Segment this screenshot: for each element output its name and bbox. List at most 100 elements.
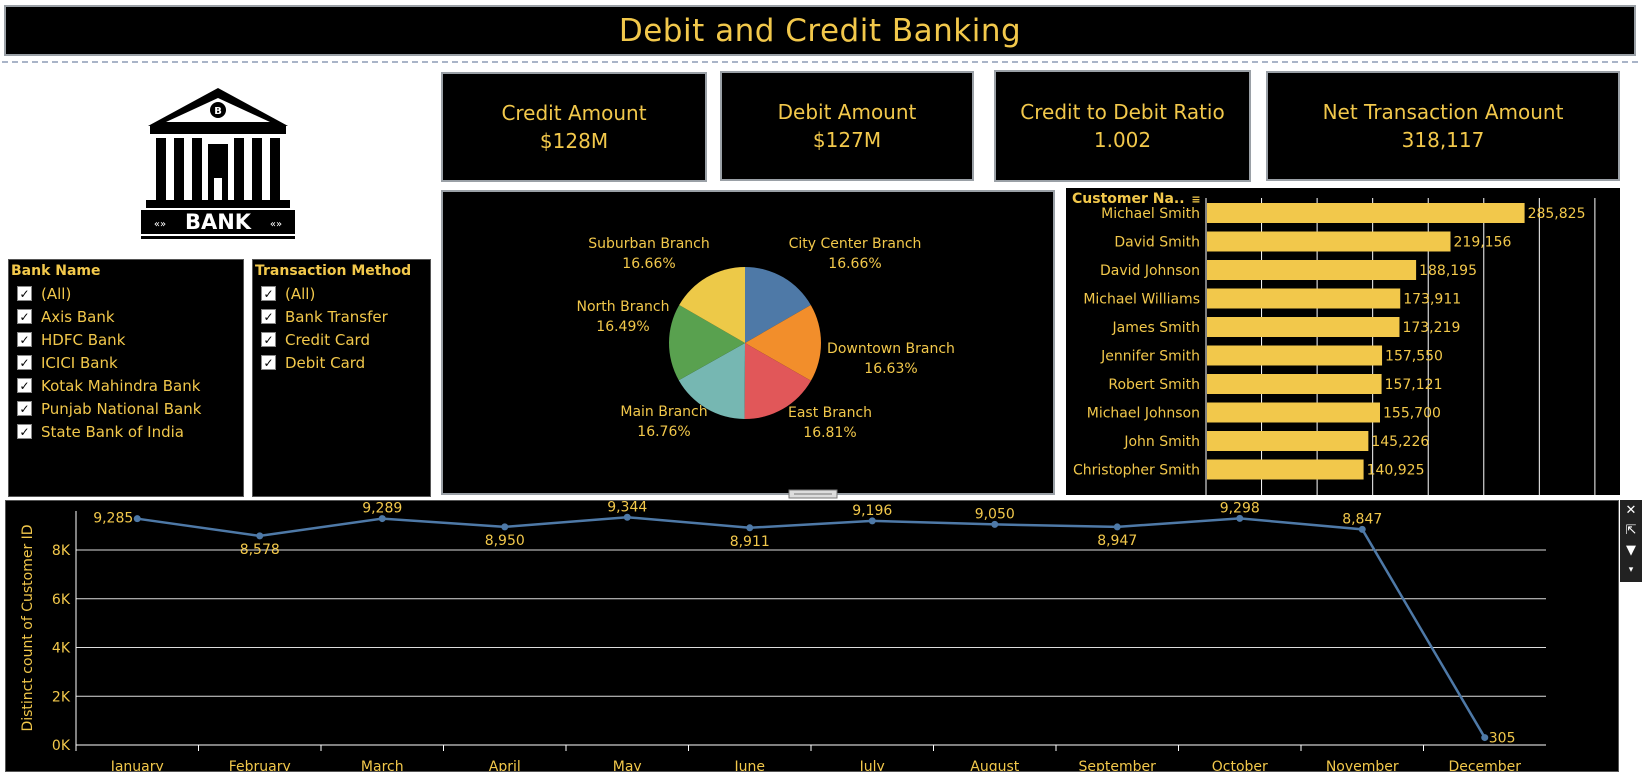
bank-filter-option[interactable]: ✓ Axis Bank xyxy=(9,305,243,328)
customer-bar[interactable] xyxy=(1207,317,1400,337)
close-icon[interactable]: ✕ xyxy=(1625,502,1637,518)
line-value-label: 8,578 xyxy=(240,542,280,558)
pie-slice[interactable] xyxy=(679,267,745,343)
bank-filter-option[interactable]: ✓ HDFC Bank xyxy=(9,328,243,351)
line-point[interactable] xyxy=(991,520,999,528)
y-axis-title: Distinct count of Customer ID xyxy=(20,524,36,731)
more-options-icon[interactable]: ▾ xyxy=(1628,565,1634,575)
checkbox-checked-icon[interactable]: ✓ xyxy=(17,286,32,301)
checkbox-checked-icon[interactable]: ✓ xyxy=(17,332,32,347)
line-point[interactable] xyxy=(256,532,264,540)
line-series[interactable] xyxy=(137,515,1486,739)
x-tick-label: March xyxy=(361,759,404,771)
y-tick-label: 0K xyxy=(52,738,71,754)
x-tick-label: January xyxy=(110,759,164,771)
line-point[interactable] xyxy=(378,515,386,523)
method-filter-option[interactable]: ✓ Debit Card xyxy=(253,351,430,374)
pie-slice[interactable] xyxy=(744,343,811,419)
method-filter-option[interactable]: ✓ Bank Transfer xyxy=(253,305,430,328)
customer-bar[interactable] xyxy=(1207,374,1382,394)
customer-bar[interactable] xyxy=(1207,431,1369,451)
customer-name-label: Michael Smith xyxy=(1101,206,1200,222)
bank-filter-option[interactable]: ✓ Kotak Mahindra Bank xyxy=(9,374,243,397)
method-filter-option[interactable]: ✓ (All) xyxy=(253,282,430,305)
option-label: Debit Card xyxy=(285,353,366,372)
customer-bar[interactable] xyxy=(1207,288,1401,309)
checkbox-checked-icon[interactable]: ✓ xyxy=(17,378,32,393)
kpi-credit-amount: Credit Amount $128M xyxy=(441,72,707,182)
customer-name-label: Christopher Smith xyxy=(1073,463,1200,479)
line-point[interactable] xyxy=(1113,523,1121,531)
customer-bar[interactable] xyxy=(1207,345,1383,366)
pie-slice-percent: 16.81% xyxy=(803,425,856,441)
line-point[interactable] xyxy=(623,513,631,521)
checkbox-checked-icon[interactable]: ✓ xyxy=(17,424,32,439)
kpi-value: 1.002 xyxy=(1093,128,1152,152)
checkbox-checked-icon[interactable]: ✓ xyxy=(261,332,276,347)
x-tick-label: July xyxy=(859,759,885,771)
pie-slice-label: Downtown Branch xyxy=(827,341,955,357)
option-label: Bank Transfer xyxy=(285,307,388,326)
checkbox-checked-icon[interactable]: ✓ xyxy=(17,309,32,324)
bank-filter-option[interactable]: ✓ Punjab National Bank xyxy=(9,397,243,420)
bank-name-filter: Bank Name ✓ (All) ✓ Axis Bank ✓ HDFC Bank ✓ ICI… xyxy=(8,259,244,497)
option-label: Credit Card xyxy=(285,330,370,349)
line-point[interactable] xyxy=(1481,734,1489,742)
line-point[interactable] xyxy=(1358,525,1366,533)
customer-bar[interactable] xyxy=(1207,203,1525,223)
line-value-label: 305 xyxy=(1489,731,1516,747)
x-tick-label: September xyxy=(1079,759,1157,771)
customer-bar[interactable] xyxy=(1207,402,1380,423)
bank-filter-option[interactable]: ✓ (All) xyxy=(9,282,243,305)
bar-chart-header[interactable]: Customer Na.. ≡ xyxy=(1072,191,1201,207)
resize-handle[interactable] xyxy=(788,489,838,499)
customer-bar[interactable] xyxy=(1207,231,1451,252)
bank-filter-option[interactable]: ✓ ICICI Bank xyxy=(9,351,243,374)
bar-value-label: 219,156 xyxy=(1454,235,1512,251)
customer-name-label: James Smith xyxy=(1112,320,1200,336)
bank-filter-option[interactable]: ✓ State Bank of India xyxy=(9,420,243,443)
bar-value-label: 285,825 xyxy=(1528,206,1586,222)
pie-slice-label: Main Branch xyxy=(620,404,707,420)
checkbox-checked-icon[interactable]: ✓ xyxy=(261,309,276,324)
kpi-net-transaction-amount: Net Transaction Amount 318,117 xyxy=(1266,71,1620,181)
pie-slice-percent: 16.66% xyxy=(828,256,881,272)
customer-bar-chart: Customer Na.. ≡ Michael Smith 285,825 Davi… xyxy=(1066,188,1620,495)
dashboard-title-bar: Debit and Credit Banking xyxy=(4,5,1636,56)
logo-text: BANK xyxy=(185,210,252,234)
line-point[interactable] xyxy=(746,524,754,532)
kpi-value: 318,117 xyxy=(1401,128,1485,152)
pie-slice[interactable] xyxy=(678,343,745,419)
kpi-label: Net Transaction Amount xyxy=(1322,100,1564,124)
checkbox-checked-icon[interactable]: ✓ xyxy=(17,355,32,370)
customer-name-label: David Johnson xyxy=(1100,263,1200,279)
filter-icon[interactable]: ▼ xyxy=(1626,542,1636,558)
x-tick-label: October xyxy=(1212,759,1268,771)
pie-slice[interactable] xyxy=(745,267,811,343)
line-point[interactable] xyxy=(868,517,876,525)
method-filter-option[interactable]: ✓ Credit Card xyxy=(253,328,430,351)
x-tick-label: June xyxy=(734,759,766,771)
line-point[interactable] xyxy=(133,515,141,523)
popout-icon[interactable]: ⇱ xyxy=(1625,522,1637,538)
checkbox-checked-icon[interactable]: ✓ xyxy=(261,355,276,370)
bar-value-label: 157,121 xyxy=(1385,377,1443,393)
pie-slice[interactable] xyxy=(669,304,745,381)
option-label: Axis Bank xyxy=(41,307,115,326)
x-tick-label: August xyxy=(970,759,1020,771)
customer-bar[interactable] xyxy=(1207,459,1364,480)
line-point[interactable] xyxy=(501,523,509,531)
customer-bar[interactable] xyxy=(1207,260,1417,280)
checkbox-checked-icon[interactable]: ✓ xyxy=(17,401,32,416)
pie-slice[interactable] xyxy=(745,304,821,381)
checkbox-checked-icon[interactable]: ✓ xyxy=(261,286,276,301)
branch-pie-chart: City Center Branch 16.66% Downtown Branch 1… xyxy=(441,190,1055,495)
bank-building-icon: B BANK «» «» xyxy=(141,88,295,239)
line-value-label: 8,847 xyxy=(1342,511,1382,527)
bar-value-label: 140,925 xyxy=(1367,463,1425,479)
sort-icon[interactable]: ≡ xyxy=(1191,193,1201,206)
y-tick-label: 8K xyxy=(52,543,71,559)
bar-header-label: Customer Na.. xyxy=(1072,191,1185,207)
bar-chart-svg: Michael Smith 285,825 David Smith 219,156 Da… xyxy=(1073,198,1596,495)
line-point[interactable] xyxy=(1236,514,1244,522)
